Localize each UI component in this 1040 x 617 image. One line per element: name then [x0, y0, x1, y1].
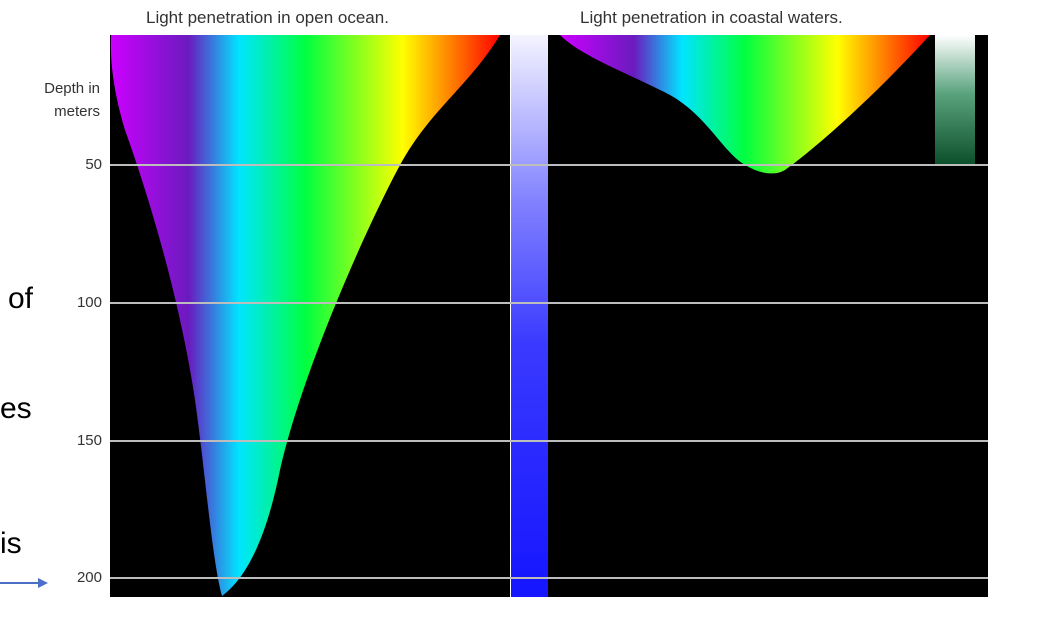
coastal-waters-title: Light penetration in coastal waters.	[580, 8, 843, 27]
axis-title-line-1: Depth in	[44, 80, 100, 97]
side-text-fragment-3: is	[0, 527, 22, 560]
open-ocean-title: Light penetration in open ocean.	[146, 8, 389, 27]
axis-title-line-2: meters	[54, 103, 100, 120]
tick-label-100: 100	[76, 294, 102, 311]
tick-label-50: 50	[85, 156, 102, 173]
arrow-head-icon	[38, 578, 48, 588]
side-text-fragment-1: of	[8, 282, 34, 315]
coastal-spectrum	[560, 35, 930, 174]
blue-light-bar	[511, 35, 548, 597]
tick-label-150: 150	[76, 432, 102, 449]
open-ocean-spectrum	[110, 35, 500, 596]
green-light-bar	[935, 35, 975, 165]
side-text-fragment-2: es	[0, 392, 32, 425]
tick-label-200: 200	[76, 569, 102, 586]
